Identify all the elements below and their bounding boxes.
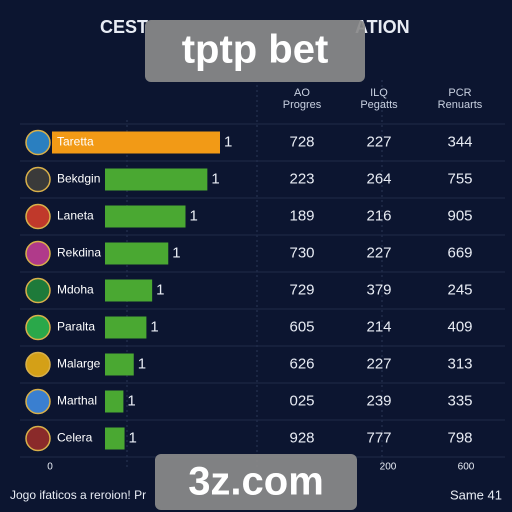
cell: 216 xyxy=(366,207,391,224)
footer-left: Jogo ifaticos a reroion! Pr xyxy=(10,488,146,502)
bar-label: 1 xyxy=(190,207,198,224)
cell: 379 xyxy=(366,281,391,298)
title-left: CEST xyxy=(100,17,148,37)
axis-label: 0 xyxy=(47,462,53,473)
cell: 245 xyxy=(447,281,472,298)
watermark: tptp bet xyxy=(182,28,329,72)
cell: 214 xyxy=(366,318,391,335)
cell: 227 xyxy=(366,355,391,372)
team-name: Celera xyxy=(57,431,93,445)
bar xyxy=(105,242,169,265)
cell: 335 xyxy=(447,392,472,409)
team-name: Malarge xyxy=(57,357,101,371)
bar xyxy=(105,353,134,376)
bar-label: 1 xyxy=(138,355,146,372)
team-name: Mdoha xyxy=(57,283,94,297)
team-icon xyxy=(25,351,51,378)
team-icon xyxy=(25,203,51,230)
bar xyxy=(105,168,208,191)
cell: 409 xyxy=(447,318,472,335)
watermark-box xyxy=(145,20,365,82)
bar-label: 1 xyxy=(172,244,180,261)
title-right: ATION xyxy=(355,17,410,37)
bar xyxy=(105,390,124,413)
cell: 227 xyxy=(366,133,391,150)
team-name: Taretta xyxy=(57,135,94,149)
axis-label: 200 xyxy=(380,462,397,473)
cell: 798 xyxy=(447,429,472,446)
bar xyxy=(105,427,125,450)
team-name: Marthal xyxy=(57,394,97,408)
cell: 223 xyxy=(289,170,314,187)
axis-label: 600 xyxy=(458,462,475,473)
cell: 669 xyxy=(447,244,472,261)
cell: 605 xyxy=(289,318,314,335)
bar-label: 1 xyxy=(156,281,164,298)
team-name: Paralta xyxy=(57,320,95,334)
column-header: ILQ xyxy=(370,87,388,99)
cell: 344 xyxy=(447,133,472,150)
bar xyxy=(105,316,147,339)
bar-label: 1 xyxy=(129,429,137,446)
column-header: PCR xyxy=(448,87,471,99)
cell: 755 xyxy=(447,170,472,187)
cell: 729 xyxy=(289,281,314,298)
bar xyxy=(52,131,220,154)
column-header: Pegatts xyxy=(360,99,398,111)
column-header: AO xyxy=(294,87,310,99)
team-icon xyxy=(25,166,51,193)
bar xyxy=(105,205,186,228)
cell: 728 xyxy=(289,133,314,150)
team-icon xyxy=(25,277,51,304)
bar-label: 1 xyxy=(127,392,135,409)
column-header: Progres xyxy=(283,99,322,111)
cell: 905 xyxy=(447,207,472,224)
team-icon xyxy=(25,129,51,156)
watermark: 3z.com xyxy=(188,460,324,504)
footer-right: Same 41 xyxy=(450,487,502,502)
watermark-box xyxy=(155,454,357,510)
team-icon xyxy=(25,314,51,341)
bar-label: 1 xyxy=(211,170,219,187)
cell: 264 xyxy=(366,170,391,187)
bar xyxy=(105,279,153,302)
team-icon xyxy=(25,388,51,415)
bar-label: 1 xyxy=(224,133,232,150)
cell: 730 xyxy=(289,244,314,261)
team-name: Rekdina xyxy=(57,246,101,260)
cell: 777 xyxy=(366,429,391,446)
column-header: Renuarts xyxy=(438,99,483,111)
cell: 239 xyxy=(366,392,391,409)
team-icon xyxy=(25,425,51,452)
cell: 025 xyxy=(289,392,314,409)
cell: 928 xyxy=(289,429,314,446)
cell: 189 xyxy=(289,207,314,224)
cell: 626 xyxy=(289,355,314,372)
bar-label: 1 xyxy=(150,318,158,335)
cell: 313 xyxy=(447,355,472,372)
cell: 227 xyxy=(366,244,391,261)
team-icon xyxy=(25,240,51,267)
team-name: Laneta xyxy=(57,209,94,223)
team-name: Bekdgin xyxy=(57,172,100,186)
